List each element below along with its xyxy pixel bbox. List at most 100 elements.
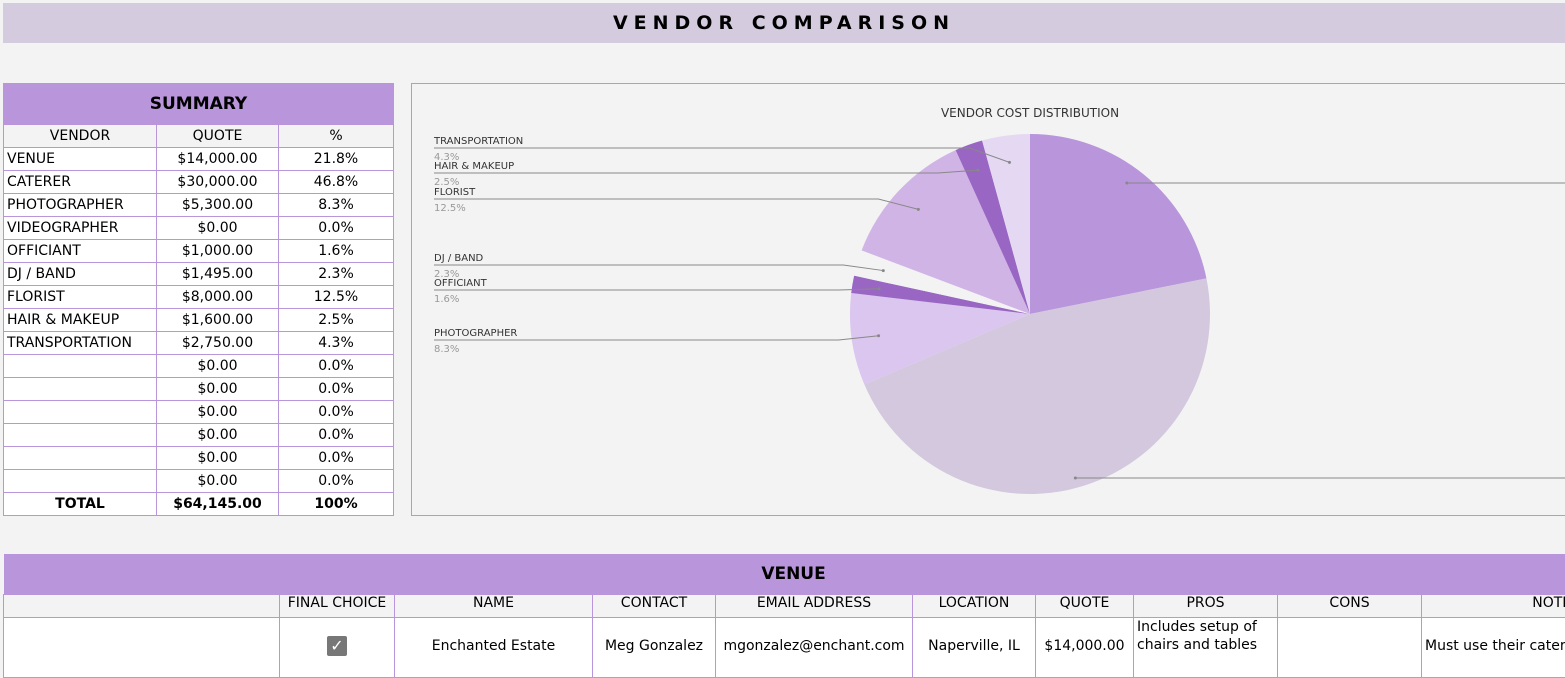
col-name: NAME [395,594,593,617]
vendor-cell[interactable] [4,424,157,447]
total-quote: $64,145.00 [157,493,279,516]
col-notes: NOTES [1422,594,1565,617]
col-quote: QUOTE [157,125,279,148]
col-final-choice: FINAL CHOICE [280,594,395,617]
vendor-cell[interactable] [4,355,157,378]
quote-cell[interactable]: $0.00 [157,447,279,470]
slice-percent: 8.3% [434,344,459,355]
quote-cell[interactable]: $8,000.00 [157,286,279,309]
quote-cell[interactable]: $1,495.00 [157,263,279,286]
total-percent: 100% [279,493,394,516]
percent-cell[interactable]: 1.6% [279,240,394,263]
col-location: LOCATION [913,594,1036,617]
quote-cell[interactable]: $30,000.00 [157,171,279,194]
chart-title: VENDOR COST DISTRIBUTION [941,106,1119,120]
vendor-cell[interactable]: CATERER [4,171,157,194]
slice-label: DJ / BAND [434,253,484,264]
contact-cell[interactable]: Meg Gonzalez [593,617,716,677]
quote-cell[interactable]: $1,000.00 [157,240,279,263]
slice-label: PHOTOGRAPHER [434,328,517,339]
leader-dot [882,269,885,272]
percent-cell[interactable]: 46.8% [279,171,394,194]
quote-cell[interactable]: $0.00 [157,470,279,493]
vendor-cell[interactable]: DJ / BAND [4,263,157,286]
leader-dot [1074,477,1077,480]
slice-percent: 2.3% [434,269,459,280]
col-blank [4,594,280,617]
email-cell[interactable]: mgonzalez@enchant.com [716,617,913,677]
summary-heading: SUMMARY [4,84,394,125]
final-choice-checkbox[interactable]: ✓ [327,636,347,656]
percent-cell[interactable]: 8.3% [279,194,394,217]
col-percent: % [279,125,394,148]
quote-cell[interactable]: $0.00 [157,217,279,240]
percent-cell[interactable]: 12.5% [279,286,394,309]
quote-cell[interactable]: $14,000.00 [157,148,279,171]
percent-cell[interactable]: 4.3% [279,332,394,355]
vendor-cell[interactable]: VENUE [4,148,157,171]
percent-cell[interactable]: 0.0% [279,470,394,493]
col-cons: CONS [1278,594,1422,617]
vendor-cell[interactable] [4,470,157,493]
percent-cell[interactable]: 0.0% [279,378,394,401]
cons-cell[interactable] [1278,617,1422,677]
vendor-cell[interactable]: OFFICIANT [4,240,157,263]
notes-cell[interactable]: Must use their caterer [1422,617,1565,677]
vendor-cell[interactable]: HAIR & MAKEUP [4,309,157,332]
col-pros: PROS [1134,594,1278,617]
percent-cell[interactable]: 0.0% [279,217,394,240]
vendor-cell[interactable]: VIDEOGRAPHER [4,217,157,240]
quote-cell[interactable]: $0.00 [157,401,279,424]
slice-percent: 2.5% [434,177,459,188]
name-cell[interactable]: Enchanted Estate [395,617,593,677]
leader-dot [877,334,880,337]
leader-line [434,148,1009,162]
pros-cell[interactable]: Includes setup of chairs and tables [1134,617,1278,677]
page-title: VENDOR COMPARISON [3,3,1565,43]
quote-cell[interactable]: $5,300.00 [157,194,279,217]
percent-cell[interactable]: 0.0% [279,401,394,424]
percent-cell[interactable]: 0.0% [279,355,394,378]
percent-cell[interactable]: 0.0% [279,424,394,447]
quote-cell[interactable]: $0.00 [157,378,279,401]
col-quote: QUOTE [1036,594,1134,617]
col-vendor: VENDOR [4,125,157,148]
total-label: TOTAL [4,493,157,516]
vendor-cell[interactable] [4,378,157,401]
vendor-cell[interactable]: FLORIST [4,286,157,309]
leader-dot [1008,161,1011,164]
quote-cell[interactable]: $14,000.00 [1036,617,1134,677]
percent-cell[interactable]: 2.5% [279,309,394,332]
leader-dot [878,287,881,290]
location-cell[interactable]: Naperville, IL [913,617,1036,677]
quote-cell[interactable]: $2,750.00 [157,332,279,355]
pie-chart: VENDOR COST DISTRIBUTION PHOTOGRAPHER 8.3%… [412,84,1565,517]
venue-heading: VENUE [4,554,1565,594]
vendor-cost-chart: VENDOR COST DISTRIBUTION PHOTOGRAPHER 8.3%… [411,83,1565,516]
percent-cell[interactable]: 21.8% [279,148,394,171]
vendor-cell[interactable]: TRANSPORTATION [4,332,157,355]
slice-label: FLORIST [434,187,476,198]
quote-cell[interactable]: $0.00 [157,424,279,447]
slice-percent: 1.6% [434,294,459,305]
vendor-cell[interactable] [4,447,157,470]
col-contact: CONTACT [593,594,716,617]
leader-dot [1125,182,1128,185]
col-email: EMAIL ADDRESS [716,594,913,617]
percent-cell[interactable]: 0.0% [279,447,394,470]
quote-cell[interactable]: $0.00 [157,355,279,378]
vendor-cell[interactable] [4,401,157,424]
slice-label: TRANSPORTATION [433,136,523,147]
leader-line [434,289,879,290]
percent-cell[interactable]: 2.3% [279,263,394,286]
quote-cell[interactable]: $1,600.00 [157,309,279,332]
vendor-cell[interactable]: PHOTOGRAPHER [4,194,157,217]
